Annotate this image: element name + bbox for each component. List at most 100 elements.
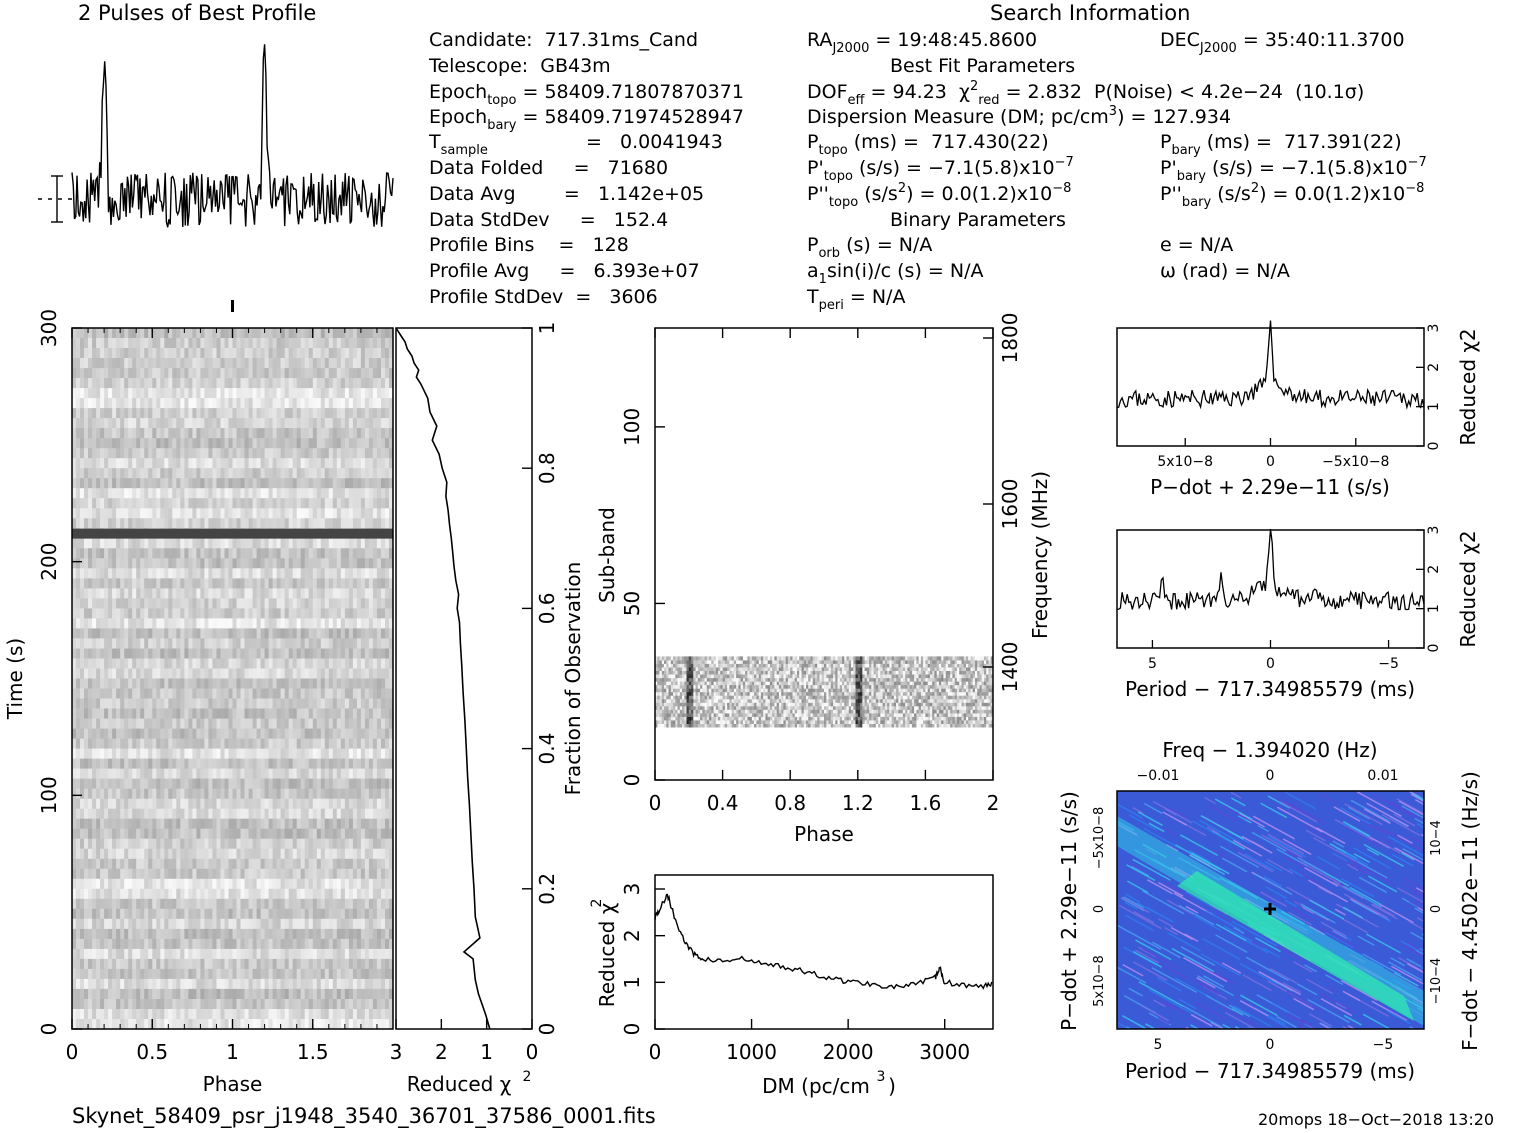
heatmap-cell	[108, 398, 113, 409]
heatmap-cell	[244, 738, 250, 750]
heatmap-cell	[381, 468, 386, 479]
heatmap-cell	[232, 588, 238, 599]
heatmap-cell	[389, 928, 393, 940]
heatmap-cell	[180, 558, 185, 569]
heatmap-cell	[208, 428, 213, 439]
heatmap-cell	[96, 648, 101, 660]
heatmap-cell	[212, 518, 217, 529]
heatmap-cell	[356, 668, 362, 680]
heatmap-cell	[352, 698, 358, 710]
heatmap-cell	[340, 728, 346, 740]
heatmap-cell	[308, 418, 314, 429]
heatmap-cell	[116, 898, 121, 910]
heatmap-cell	[364, 888, 370, 900]
heatmap-cell	[232, 748, 238, 760]
heatmap-cell	[389, 448, 393, 459]
heatmap-cell	[176, 728, 181, 740]
heatmap-cell	[240, 588, 246, 599]
heatmap-cell	[372, 348, 378, 359]
heatmap-cell	[72, 948, 77, 960]
heatmap-cell	[220, 548, 226, 559]
heatmap-cell	[284, 408, 290, 419]
heatmap-cell	[288, 828, 294, 840]
heatmap-cell	[304, 618, 310, 629]
heatmap-cell	[308, 658, 314, 670]
heatmap-cell	[76, 848, 81, 860]
heatmap-cell	[300, 838, 306, 850]
heatmap-cell	[212, 578, 217, 589]
heatmap-cell	[356, 738, 362, 750]
heatmap-cell	[192, 678, 197, 690]
heatmap-cell	[132, 578, 137, 589]
heatmap-cell	[312, 888, 318, 900]
heatmap-cell	[248, 798, 254, 810]
heatmap-cell	[236, 738, 242, 750]
heatmap-cell	[192, 638, 197, 649]
heatmap-cell	[284, 468, 290, 479]
heatmap-cell	[244, 858, 250, 870]
heatmap-cell	[208, 628, 213, 639]
heatmap-cell	[248, 778, 254, 790]
heatmap-cell	[280, 688, 286, 700]
heatmap-cell	[260, 438, 266, 449]
heatmap-cell	[340, 628, 346, 639]
heatmap-cell	[268, 388, 274, 399]
heatmap-cell	[320, 348, 326, 359]
heatmap-cell	[256, 808, 262, 820]
heatmap-cell	[232, 618, 238, 629]
heatmap-cell	[360, 748, 366, 760]
heatmap-cell	[128, 668, 133, 680]
heatmap-cell	[196, 698, 201, 710]
heatmap-cell	[148, 668, 153, 680]
heatmap-cell	[264, 328, 270, 339]
heatmap-cell	[348, 358, 354, 369]
heatmap-cell	[332, 938, 338, 950]
heatmap-cell	[172, 378, 177, 389]
heatmap-cell	[336, 888, 342, 900]
heatmap-cell	[236, 918, 242, 930]
heatmap-cell	[376, 328, 382, 339]
heatmap-cell	[132, 488, 137, 499]
heatmap-cell	[352, 888, 358, 900]
heatmap-cell	[104, 518, 109, 529]
heatmap-cell	[304, 488, 310, 499]
heatmap-cell	[164, 348, 169, 359]
heatmap-cell	[112, 558, 117, 569]
heatmap-cell	[288, 788, 294, 800]
heatmap-cell	[80, 568, 85, 579]
heatmap-cell	[300, 488, 306, 499]
heatmap-cell	[228, 938, 234, 950]
heatmap-cell	[332, 478, 338, 489]
heatmap-cell	[220, 448, 226, 459]
heatmap-cell	[160, 948, 165, 960]
heatmap-cell	[112, 768, 117, 780]
heatmap-cell	[312, 578, 318, 589]
heatmap-cell	[164, 938, 169, 950]
heatmap-cell	[192, 798, 197, 810]
heatmap-cell	[364, 578, 370, 589]
heatmap-cell	[248, 728, 254, 740]
heatmap-cell	[312, 358, 318, 369]
heatmap-cell	[140, 758, 145, 770]
heatmap-cell	[308, 668, 314, 680]
heatmap-cell	[312, 798, 318, 810]
heatmap-cell	[224, 368, 230, 379]
heatmap-cell	[236, 798, 242, 810]
heatmap-cell	[260, 448, 266, 459]
heatmap-cell	[280, 438, 286, 449]
heatmap-cell	[328, 768, 334, 780]
heatmap-cell	[264, 838, 270, 850]
heatmap-cell	[260, 868, 266, 880]
heatmap-cell	[176, 548, 181, 559]
heatmap-cell	[364, 328, 370, 339]
heatmap-cell	[280, 828, 286, 840]
heatmap-cell	[364, 378, 370, 389]
heatmap-cell	[356, 898, 362, 910]
heatmap-cell	[240, 888, 246, 900]
heatmap-cell	[164, 498, 169, 509]
heatmap-cell	[268, 498, 274, 509]
heatmap-cell	[389, 778, 393, 790]
heatmap-cell	[136, 648, 141, 660]
heatmap-cell	[296, 638, 302, 649]
heatmap-cell	[324, 748, 330, 760]
